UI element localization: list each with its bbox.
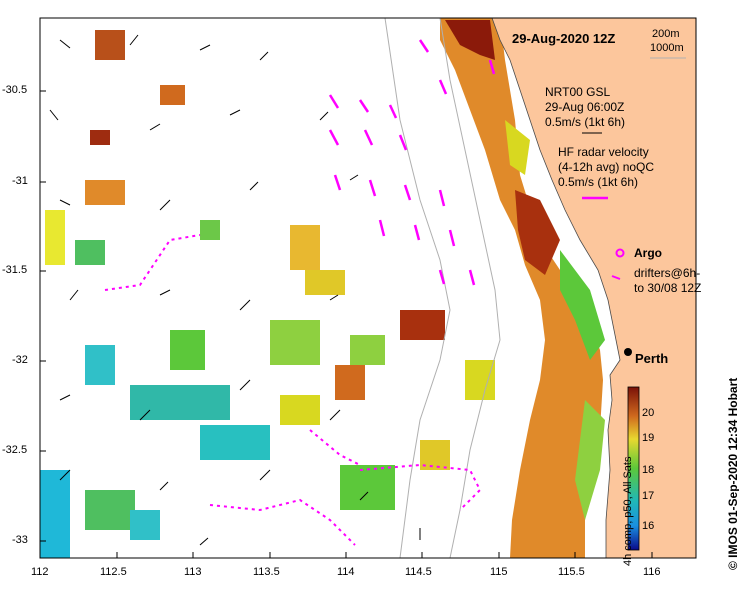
coastal-green: [560, 250, 605, 360]
colorbar-title: 4h comp, p50, All Sats: [622, 456, 634, 566]
perth-label: Perth: [635, 351, 669, 366]
x-label-115: 115: [490, 566, 508, 578]
axis-ticks: [39, 90, 653, 558]
coastal-core: [445, 20, 495, 60]
x-label-113-5: 113.5: [253, 566, 280, 578]
x-label-112: 112: [31, 566, 49, 578]
y-label-32-5: -32.5: [2, 444, 28, 456]
argo-symbol: [615, 248, 625, 258]
y-label-31: -31: [12, 175, 28, 187]
cb-tick-17: 17: [642, 490, 655, 502]
x-label-115-5: 115.5: [558, 566, 585, 578]
land: [491, 17, 697, 559]
cb-tick-20: 20: [642, 407, 655, 419]
hf-radar-arrows: [328, 39, 496, 286]
velocity-arrows: [49, 34, 421, 546]
cb-tick-19: 19: [642, 432, 655, 444]
hf-line-3: 0.5m/s (1kt 6h): [558, 175, 639, 189]
drifters-line-1: drifters@6h-: [634, 266, 701, 280]
drifter-tracks: [104, 234, 482, 546]
cb-tick-18: 18: [642, 464, 655, 476]
y-label-30-5: -30.5: [2, 84, 28, 96]
drifters-line-2: to 30/08 12Z: [634, 281, 702, 295]
y-label-33: -33: [12, 534, 28, 546]
gsl-line-1: NRT00 GSL: [545, 85, 611, 99]
map-title: 29-Aug-2020 12Z: [512, 31, 616, 46]
gsl-line-2: 29-Aug 06:00Z: [545, 100, 625, 114]
hf-line-2: (4-12h avg) noQC: [558, 160, 655, 174]
perth-marker: [624, 348, 632, 356]
x-label-112-5: 112.5: [100, 566, 127, 578]
colorbar: [627, 386, 640, 551]
drifter-symbol: [611, 275, 621, 280]
map-frame: [39, 17, 697, 559]
y-label-32: -32: [12, 354, 28, 366]
sst-patches: [40, 18, 605, 558]
hf-line-1: HF radar velocity: [558, 145, 649, 159]
gsl-line-3: 0.5m/s (1kt 6h): [545, 115, 626, 129]
x-label-114: 114: [337, 566, 355, 578]
coastal-core-2: [515, 190, 560, 275]
depth-200m: 200m: [652, 28, 680, 40]
coastal-yellow: [505, 120, 530, 175]
coastal-warm-band: [440, 18, 603, 558]
depth-1000m: 1000m: [650, 42, 684, 54]
y-label-31-5: -31.5: [2, 264, 28, 276]
depth-contours: [384, 17, 501, 559]
x-label-116: 116: [643, 566, 661, 578]
argo-label: Argo: [634, 246, 662, 260]
x-label-113: 113: [184, 566, 202, 578]
x-label-114-5: 114.5: [405, 566, 432, 578]
imos-credit: © IMOS 01-Sep-2020 12:34 Hobart: [726, 377, 739, 570]
coastal-green-south: [575, 400, 605, 520]
cb-tick-16: 16: [642, 520, 655, 532]
